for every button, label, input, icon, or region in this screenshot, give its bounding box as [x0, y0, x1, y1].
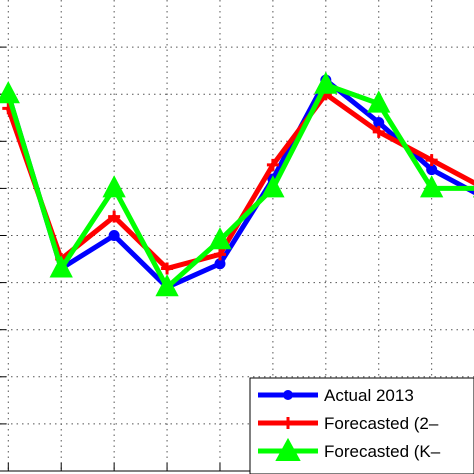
data-point	[420, 175, 444, 198]
series-group	[0, 71, 474, 297]
data-point	[155, 274, 179, 297]
legend-label-actual: Actual 2013	[324, 386, 414, 405]
legend-marker-forecast-2	[282, 417, 294, 429]
data-point	[426, 164, 438, 176]
legend-entry-actual: Actual 2013	[258, 386, 414, 405]
legend: Actual 2013 Forecasted (2– Forecasted (K…	[249, 377, 474, 474]
data-point	[261, 175, 285, 198]
data-point	[102, 175, 126, 198]
data-point	[161, 262, 174, 275]
data-point	[108, 230, 120, 241]
legend-marker-forecast-k	[275, 437, 301, 461]
data-point	[213, 248, 226, 261]
legend-label-forecast-2: Forecasted (2–	[324, 414, 439, 433]
data-point	[208, 227, 232, 250]
data-point	[314, 71, 338, 94]
data-point	[214, 258, 226, 270]
data-point	[49, 255, 73, 278]
data-point	[425, 154, 438, 167]
data-point	[373, 116, 385, 128]
legend-entry-forecast-k: Forecasted (K–	[258, 437, 441, 461]
legend-entry-forecast-2: Forecasted (2–	[258, 414, 439, 433]
data-point	[108, 210, 121, 223]
series-line	[5, 82, 474, 290]
legend-label-forecast-k: Forecasted (K–	[324, 442, 441, 461]
series-3	[0, 71, 474, 297]
data-point	[372, 125, 385, 138]
data-point	[367, 90, 391, 113]
data-point	[0, 81, 20, 104]
data-point	[266, 158, 279, 171]
legend-marker-actual	[283, 390, 293, 400]
